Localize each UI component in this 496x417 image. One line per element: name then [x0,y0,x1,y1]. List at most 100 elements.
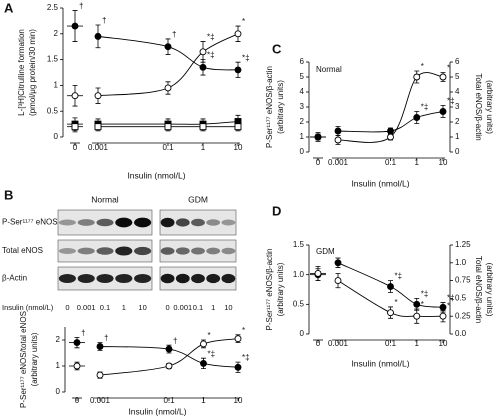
lane-label: 10 [224,303,232,312]
y2-tick-label: 1.0 [455,258,467,267]
y-tick-label: 1.5 [293,240,305,249]
blot-band [115,273,133,284]
significance-label: *‡ [208,349,216,358]
y2-axis-title: Total eNOS/β-actin [474,256,483,323]
x-tick-label: 0 [316,339,321,348]
significance-label: *‡ [421,103,429,112]
significance-label: * [421,300,424,309]
x-tick-label: 0 [73,143,78,152]
point [234,123,242,131]
point [387,133,394,141]
point [387,283,394,290]
point [439,108,447,115]
lane-label: 0.001 [173,303,192,312]
blot-band [134,273,152,284]
point [71,92,79,100]
point [387,127,394,135]
fit-curve [99,338,239,376]
blot-band [175,247,190,255]
x-tick-label: 10 [439,158,448,167]
blot-group-label: GDM [188,194,208,204]
point [165,362,173,370]
point [334,259,342,267]
fit-curve [97,33,239,97]
y-tick-label: 2.5 [47,3,59,12]
point [199,48,207,56]
y-tick-label: 0 [300,147,305,156]
x-tick-label: 0.1 [162,143,174,152]
significance-label: * [447,64,450,73]
y-tick-label: 4 [300,87,305,96]
blot-band [206,273,221,284]
blot-band [160,247,175,255]
fit-curve [97,35,239,71]
point [200,340,207,348]
point [413,114,421,121]
y2-tick-label: 1 [455,132,460,141]
blot-band [175,273,190,284]
fit-curve [98,121,239,125]
blot-group-label: Normal [91,194,119,204]
significance-label: * [395,298,398,307]
point [413,73,421,81]
blot-band [58,273,76,284]
y-axis-title: P-Ser¹¹⁷⁷ eNOS/β-actin [265,249,274,331]
significance-label: *‡ [207,33,215,42]
x-tick-label: 0.001 [90,396,111,405]
x-tick-label: 0 [316,158,321,167]
y2-tick-label: 3 [455,102,460,111]
fit-curve [337,262,444,308]
lane-label: 1 [211,303,215,312]
y-tick-label: 0.5 [47,106,59,115]
y2-axis-title: (arbitrary units) [485,263,494,317]
blot-band [175,218,190,227]
x-tick-label: 0.001 [328,158,349,167]
x-tick-label: 0.1 [163,396,175,405]
x-tick-label: 10 [234,396,243,405]
x-tick-label: 10 [234,143,243,152]
point [165,345,173,353]
blot-band [77,219,95,226]
significance-label: † [102,16,106,25]
blot-band [77,247,95,255]
point [234,66,242,74]
blot-band [191,247,205,255]
significance-label: *‡ [421,290,429,299]
y-tick-label: 1 [54,81,59,90]
significance-label: *‡ [447,97,455,106]
significance-label: † [173,336,177,345]
point [334,136,342,144]
point [334,127,342,135]
x-tick-label: 10 [439,339,448,348]
y2-tick-label: 0 [455,147,460,156]
point [71,22,79,30]
x-tick-label: 1 [201,143,206,152]
lane-label: 0 [166,303,170,312]
lane-label: 10 [138,303,146,312]
significance-label: † [79,2,83,11]
x-tick-label: 1 [415,339,420,348]
significance-label: † [172,30,176,39]
y-tick-label: 1.0 [293,270,305,279]
point [94,123,102,131]
point [439,73,447,81]
y2-tick-label: 6 [455,57,460,66]
y-axis-title: (pmol/μg protein/30 min) [28,29,37,116]
blot-band [115,246,133,256]
y-tick-label: 3 [300,102,305,111]
y-tick-label: 2 [56,335,61,344]
y-tick-label: 1 [56,361,61,370]
x-axis-title: Insulin (nmol/L) [127,170,185,180]
panel-letter: C [272,41,282,56]
x-tick-label: 0 [75,396,80,405]
point [96,371,104,379]
blot-row-label: β-Actin [2,274,27,283]
blot-band [206,219,221,226]
y-tick-label: 6 [300,57,305,66]
x-tick-label: 0.1 [385,158,397,167]
significance-label: * [421,62,424,71]
blot-band [115,217,133,228]
significance-label: * [242,326,245,335]
y-tick-label: 2 [300,117,305,126]
